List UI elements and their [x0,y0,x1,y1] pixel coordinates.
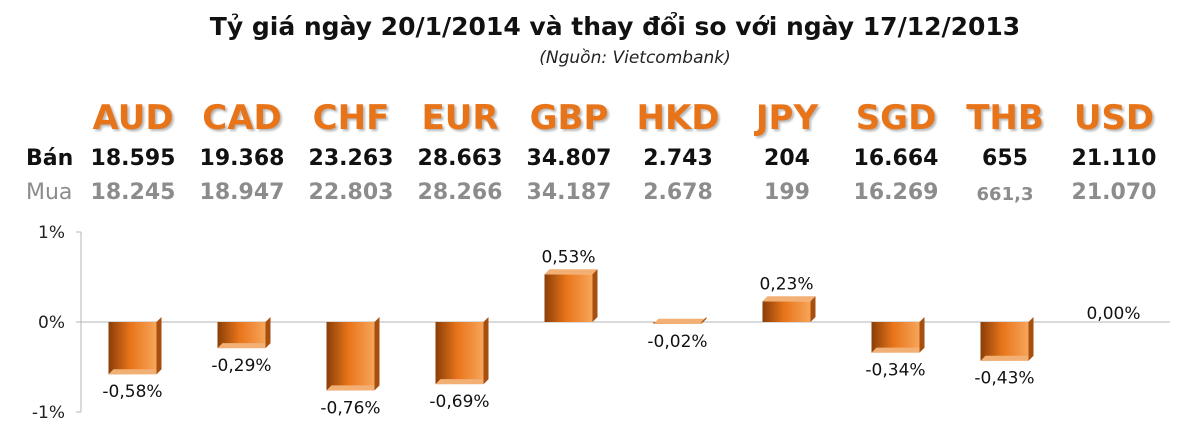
data-label-eur: -0,69% [429,392,489,412]
data-label-gbp: 0,53% [541,247,595,267]
y-tick-label: -1% [32,403,65,423]
bar-chf [326,322,375,391]
currency-code-usd: USD [1073,98,1155,138]
currency-code-thb: THB [966,98,1044,138]
buy-rate-thb: 661,3 [976,184,1034,205]
bar-thb [980,322,1029,361]
data-label-aud: -0,58% [102,382,162,402]
sell-rate-cad: 19.368 [199,146,285,171]
sell-rate-gbp: 34.807 [526,146,612,171]
bar-side-cad [265,317,271,349]
buy-rate-jpy: 199 [764,180,810,205]
sell-rate-thb: 655 [982,146,1028,171]
data-label-thb: -0,43% [974,369,1034,389]
bar-side-thb [1028,317,1034,361]
sell-rate-usd: 21.110 [1071,146,1157,171]
data-label-usd: 0,00% [1086,304,1140,324]
bar-cap-jpy [762,296,816,302]
bar-cap-thb [980,355,1034,361]
currency-code-chf: CHF [312,98,390,138]
buy-rate-cad: 18.947 [199,180,285,205]
bar-cap-hkd [653,318,707,324]
bar-eur [435,322,484,385]
chart-title: Tỷ giá ngày 20/1/2014 và thay đổi so với… [209,12,1021,41]
sell-rate-chf: 23.263 [308,146,394,171]
bar-gbp [544,274,593,322]
buy-rate-chf: 22.803 [308,180,394,205]
y-tick-label: 1% [38,223,65,243]
data-label-chf: -0,76% [320,398,380,418]
currency-code-sgd: SGD [855,98,937,138]
currency-code-jpy: JPY [755,98,819,138]
bar-side-gbp [592,269,598,322]
bar-side-sgd [919,317,925,353]
bar-cap-aud [108,369,162,375]
sell-row-label: Bán [26,146,74,171]
bar-side-jpy [810,296,816,322]
bar-side-aud [156,317,162,375]
data-label-cad: -0,29% [211,356,271,376]
sell-rate-eur: 28.663 [417,146,503,171]
sell-rate-sgd: 16.664 [853,146,939,171]
data-label-jpy: 0,23% [759,274,813,294]
sell-rate-hkd: 2.743 [643,146,713,171]
buy-rate-gbp: 34.187 [526,180,612,205]
bar-cap-gbp [544,269,598,275]
buy-rate-sgd: 16.269 [853,180,939,205]
currency-code-aud: AUD [92,98,174,138]
buy-rate-hkd: 2.678 [643,180,713,205]
sell-rate-jpy: 204 [764,146,810,171]
bar-cap-sgd [871,347,925,353]
buy-row-label: Mua [26,180,73,205]
y-tick-label: 0% [38,313,65,333]
bar-side-chf [374,317,380,391]
sell-rate-aud: 18.595 [90,146,176,171]
currency-code-gbp: GBP [529,98,609,138]
currency-code-hkd: HKD [636,98,720,138]
source-note: (Nguồn: Vietcombank) [539,48,731,68]
bar-jpy [762,301,811,322]
bar-side-eur [483,317,489,385]
bar-cap-chf [326,385,380,391]
bar-sgd [871,322,920,353]
bar-cap-cad [217,343,271,349]
buy-rate-usd: 21.070 [1071,180,1157,205]
bar-side-hkd [701,317,707,324]
data-label-hkd: -0,02% [647,332,707,352]
currency-code-eur: EUR [421,98,499,138]
buy-rate-aud: 18.245 [90,180,176,205]
bar-cap-eur [435,379,489,385]
bar-aud [108,322,157,375]
buy-rate-eur: 28.266 [417,180,503,205]
data-label-sgd: -0,34% [865,361,925,381]
currency-code-cad: CAD [202,98,282,138]
